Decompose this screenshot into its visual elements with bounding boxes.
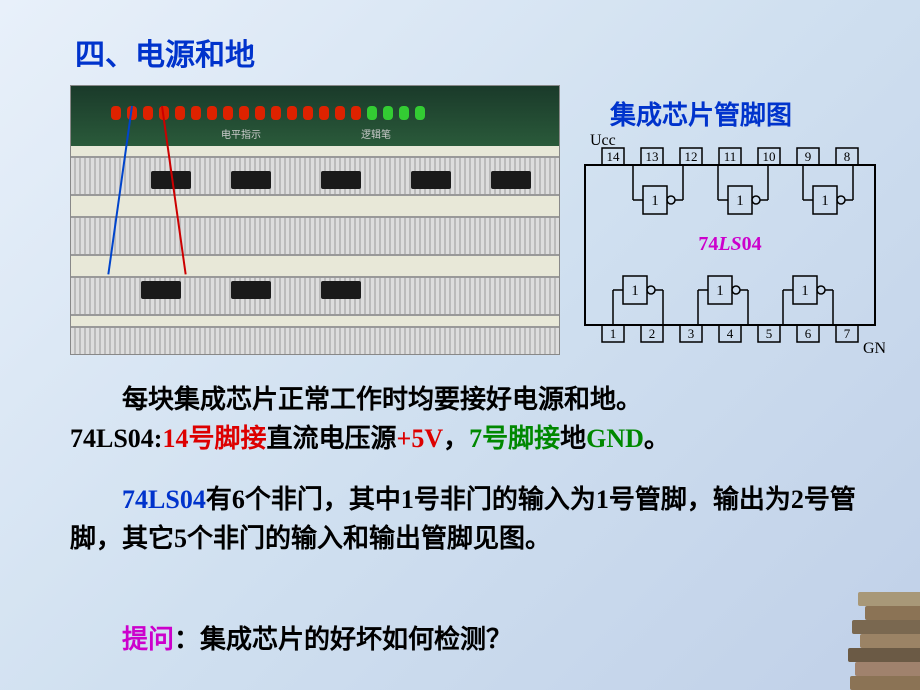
photo-header: 电平指示 逻辑笔 [71, 86, 559, 146]
gnd-label: GND [863, 340, 885, 355]
breadboard-photo: 电平指示 逻辑笔 [70, 85, 560, 355]
paragraph-3: 提问：集成芯片的好坏如何检测？ [70, 620, 865, 659]
svg-text:1: 1 [821, 193, 829, 209]
led-red [191, 106, 201, 120]
svg-text:13: 13 [646, 149, 659, 164]
led-green [383, 106, 393, 120]
svg-text:9: 9 [805, 149, 812, 164]
svg-text:1: 1 [610, 326, 617, 341]
led-red [207, 106, 217, 120]
svg-text:11: 11 [724, 149, 737, 164]
led-red [239, 106, 249, 120]
ic-chip [321, 171, 361, 189]
section-title: 四、电源和地 [75, 30, 255, 74]
svg-text:1: 1 [801, 283, 809, 299]
svg-text:2: 2 [649, 326, 656, 341]
led-red [175, 106, 185, 120]
svg-text:7: 7 [844, 326, 851, 341]
led-red [111, 106, 121, 120]
led-indicator-row [111, 106, 425, 120]
svg-text:3: 3 [688, 326, 695, 341]
svg-text:10: 10 [763, 149, 776, 164]
led-red [255, 106, 265, 120]
books-decoration [840, 570, 920, 690]
led-red [303, 106, 313, 120]
ic-chip [411, 171, 451, 189]
ic-pinout-diagram: Ucc GND 141312111098 1234567 111111 74LS… [575, 130, 885, 355]
led-red [335, 106, 345, 120]
svg-text:1: 1 [716, 283, 724, 299]
led-red [287, 106, 297, 120]
label-level-indicator: 电平指示 [221, 126, 261, 141]
svg-text:5: 5 [766, 326, 773, 341]
svg-text:1: 1 [736, 193, 744, 209]
svg-text:8: 8 [844, 149, 851, 164]
breadboard-area [71, 146, 559, 355]
paragraph-1: 每块集成芯片正常工作时均要接好电源和地。 74LS04:14号脚接直流电压源+5… [70, 380, 885, 458]
ic-chip [491, 171, 531, 189]
led-red [223, 106, 233, 120]
paragraph-2: 74LS04有6个非门，其中1号非门的输入为1号管脚，输出为2号管脚，其它5个非… [70, 480, 865, 558]
ic-chip [141, 281, 181, 299]
led-green [367, 106, 377, 120]
svg-text:6: 6 [805, 326, 812, 341]
svg-text:1: 1 [651, 193, 659, 209]
svg-text:12: 12 [685, 149, 698, 164]
led-red [143, 106, 153, 120]
led-red [351, 106, 361, 120]
ic-chip [231, 171, 271, 189]
diagram-title: 集成芯片管脚图 [610, 95, 792, 132]
part-number: 74LS04 [698, 233, 761, 255]
svg-text:4: 4 [727, 326, 734, 341]
bottom-pins: 1 2 3 4 5 6 7 [602, 325, 858, 342]
label-logic-pen: 逻辑笔 [361, 126, 391, 141]
ic-chip [231, 281, 271, 299]
led-green [399, 106, 409, 120]
top-pins: 14 13 12 11 10 9 8 [602, 148, 858, 165]
led-red [319, 106, 329, 120]
ucc-label: Ucc [590, 132, 616, 149]
ic-chip [321, 281, 361, 299]
svg-text:14: 14 [607, 149, 621, 164]
led-green [415, 106, 425, 120]
led-red [271, 106, 281, 120]
svg-text:1: 1 [631, 283, 639, 299]
